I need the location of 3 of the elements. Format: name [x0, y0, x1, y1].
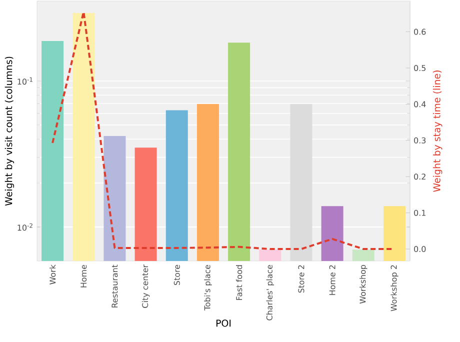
x-axis-title: POI	[216, 320, 231, 327]
y-axis-title: Weight by visit count (columns)	[4, 56, 14, 206]
y2-axis-title: Weight by stay time (line)	[433, 70, 442, 192]
